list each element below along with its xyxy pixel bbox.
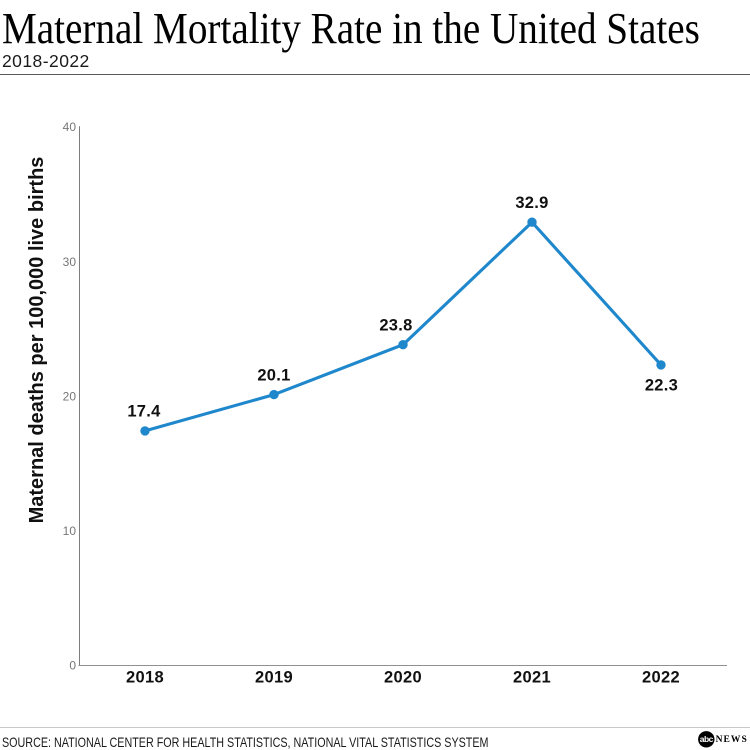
svg-text:2018: 2018 [126,669,164,687]
svg-text:17.4: 17.4 [127,403,161,421]
svg-text:20: 20 [63,389,77,403]
svg-text:Maternal deaths per 100,000 li: Maternal deaths per 100,000 live births [26,157,48,524]
svg-text:32.9: 32.9 [515,194,548,212]
svg-text:NEWS: NEWS [716,735,748,745]
svg-text:2021: 2021 [513,669,551,687]
svg-text:23.8: 23.8 [379,316,412,334]
svg-text:2020: 2020 [384,669,422,687]
svg-text:2022: 2022 [642,669,680,687]
svg-text:2019: 2019 [255,669,293,687]
svg-text:abc: abc [700,734,714,744]
svg-text:30: 30 [63,255,77,269]
svg-text:20.1: 20.1 [257,366,290,384]
svg-text:40: 40 [63,120,77,134]
svg-text:0: 0 [69,659,76,673]
svg-text:22.3: 22.3 [645,376,678,394]
svg-text:10: 10 [63,524,77,538]
